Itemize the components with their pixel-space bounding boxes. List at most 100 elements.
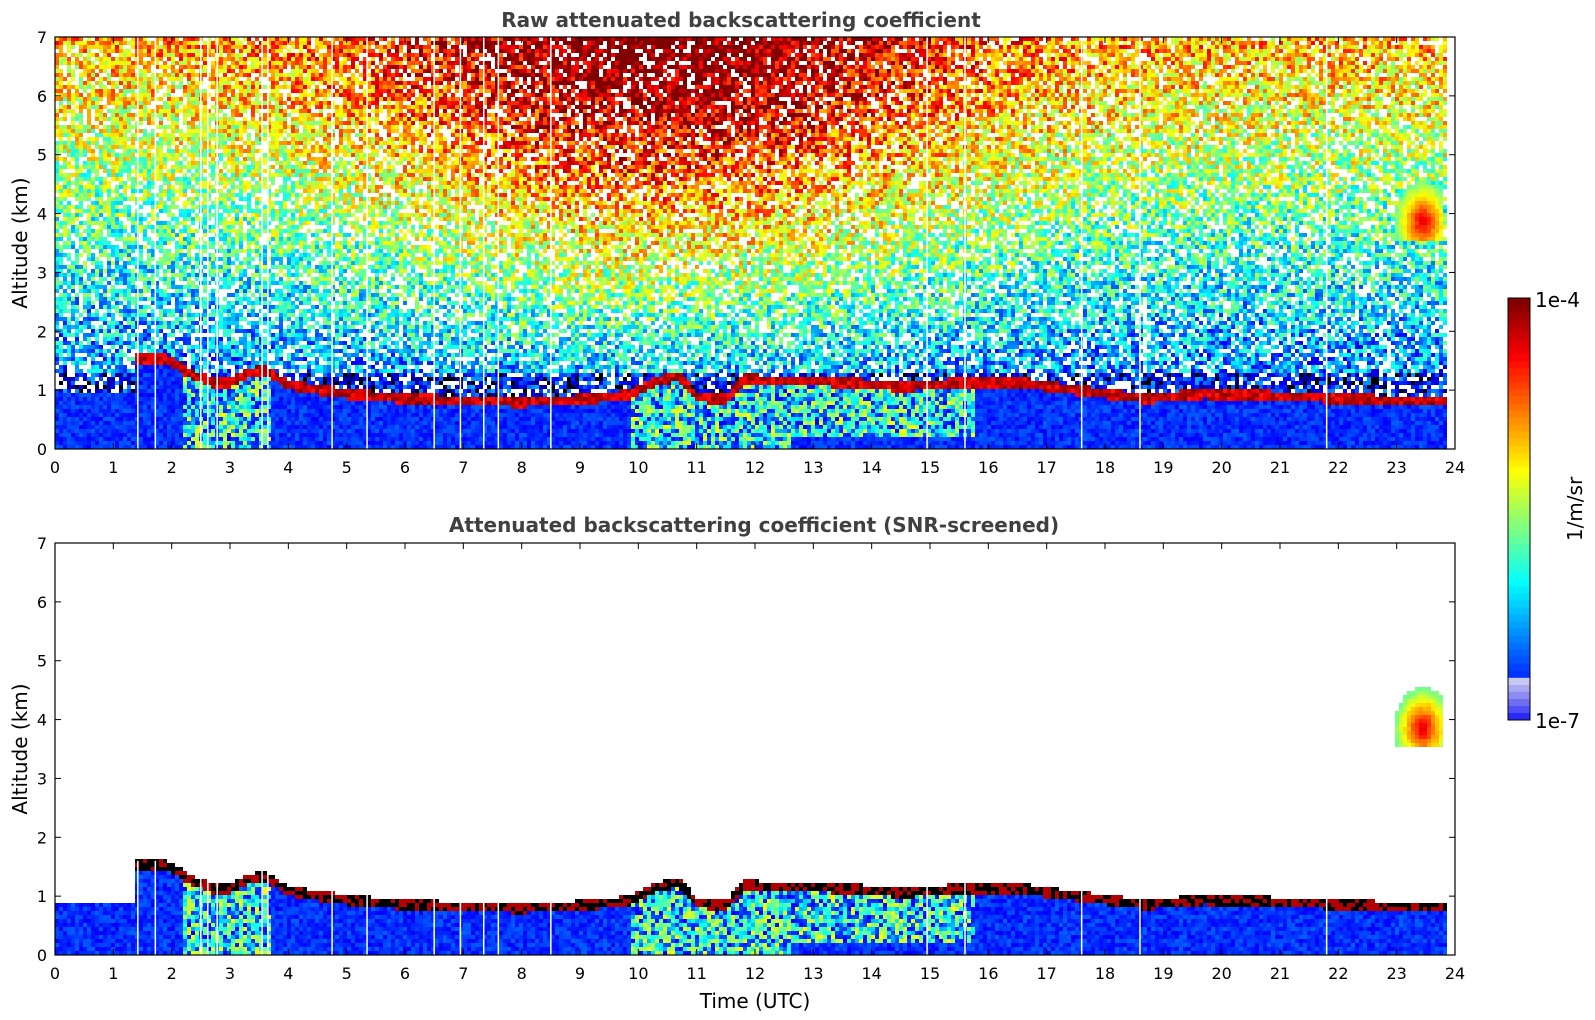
heatmap-cell — [175, 365, 179, 369]
heatmap-cell — [175, 321, 179, 325]
heatmap-cell — [119, 325, 123, 329]
heatmap-cell — [103, 53, 107, 57]
heatmap-cell — [115, 361, 119, 365]
heatmap-cell — [179, 313, 183, 317]
heatmap-cell — [183, 217, 187, 221]
heatmap-cell — [195, 353, 199, 357]
heatmap-cell — [79, 413, 83, 417]
heatmap-cell — [83, 321, 87, 325]
heatmap-cell — [115, 161, 119, 165]
heatmap-cell — [115, 245, 119, 249]
heatmap-cell — [111, 137, 115, 141]
heatmap-cell — [147, 221, 151, 225]
heatmap-cell — [171, 281, 175, 285]
heatmap-cell — [159, 277, 163, 281]
heatmap-cell — [79, 205, 83, 209]
heatmap-cell — [139, 397, 143, 401]
heatmap-cell — [91, 289, 95, 293]
heatmap-cell — [191, 441, 195, 445]
heatmap-cell — [91, 77, 95, 81]
heatmap-cell — [195, 245, 199, 249]
heatmap-cell — [107, 133, 111, 137]
heatmap-cell — [83, 433, 87, 437]
heatmap-cell — [163, 349, 167, 353]
heatmap-cell — [183, 325, 187, 329]
heatmap-cell — [191, 233, 195, 237]
heatmap-cell — [79, 433, 83, 437]
heatmap-cell — [167, 109, 171, 113]
heatmap-cell — [95, 365, 99, 369]
heatmap-cell — [75, 141, 79, 145]
heatmap-cell — [191, 41, 195, 45]
heatmap-cell — [107, 153, 111, 157]
heatmap-cell — [75, 53, 79, 57]
heatmap-cell — [183, 361, 187, 365]
heatmap-cell — [131, 185, 135, 189]
heatmap-cell — [151, 249, 155, 253]
heatmap-cell — [107, 205, 111, 209]
heatmap-cell — [191, 281, 195, 285]
heatmap-cell — [91, 425, 95, 429]
heatmap-cell — [63, 253, 67, 257]
heatmap-cell — [83, 141, 87, 145]
heatmap-cell — [63, 297, 67, 301]
heatmap-cell — [91, 209, 95, 213]
heatmap-cell — [151, 309, 155, 313]
heatmap-cell — [111, 141, 115, 145]
heatmap-cell — [151, 421, 155, 425]
heatmap-cell — [179, 101, 183, 105]
heatmap-cell — [87, 393, 91, 397]
heatmap-cell — [179, 265, 183, 269]
heatmap-cell — [107, 81, 111, 85]
heatmap-cell — [143, 85, 147, 89]
heatmap-cell — [119, 153, 123, 157]
heatmap-cell — [171, 313, 175, 317]
heatmap-cell — [67, 285, 71, 289]
heatmap-cell — [95, 133, 99, 137]
heatmap-cell — [115, 369, 119, 373]
heatmap-cell — [139, 117, 143, 121]
heatmap-cell — [119, 401, 123, 405]
heatmap-cell — [111, 397, 115, 401]
heatmap-cell — [87, 233, 91, 237]
heatmap-cell — [131, 125, 135, 129]
heatmap-cell — [115, 249, 119, 253]
heatmap-cell — [75, 117, 79, 121]
heatmap-cell — [91, 185, 95, 189]
heatmap-cell — [99, 49, 103, 53]
heatmap-cell — [175, 369, 179, 373]
heatmap-cell — [191, 85, 195, 89]
heatmap-cell — [67, 417, 71, 421]
heatmap-cell — [107, 309, 111, 313]
heatmap-cell — [99, 377, 103, 381]
heatmap-cell — [167, 373, 171, 377]
heatmap-cell — [79, 117, 83, 121]
heatmap-cell — [159, 373, 163, 377]
heatmap-cell — [95, 385, 99, 389]
heatmap-cell — [171, 237, 175, 241]
heatmap-cell — [87, 297, 91, 301]
heatmap-cell — [95, 41, 99, 45]
heatmap-cell — [159, 201, 163, 205]
heatmap-cell — [107, 233, 111, 237]
heatmap-cell — [171, 153, 175, 157]
heatmap-cell — [171, 85, 175, 89]
heatmap-cell — [139, 393, 143, 397]
heatmap-cell — [71, 361, 75, 365]
heatmap-cell — [187, 393, 191, 397]
heatmap-cell — [195, 321, 199, 325]
heatmap-cell — [151, 241, 155, 245]
heatmap-cell — [171, 361, 175, 365]
heatmap-cell — [123, 389, 127, 393]
heatmap-cell — [71, 405, 75, 409]
heatmap-cell — [143, 89, 147, 93]
heatmap-cell — [123, 77, 127, 81]
heatmap-cell — [95, 373, 99, 377]
heatmap-cell — [67, 185, 71, 189]
heatmap-cell — [75, 161, 79, 165]
heatmap-cell — [71, 353, 75, 357]
heatmap-cell — [71, 189, 75, 193]
heatmap-cell — [171, 285, 175, 289]
heatmap-cell — [103, 125, 107, 129]
heatmap-cell — [163, 193, 167, 197]
